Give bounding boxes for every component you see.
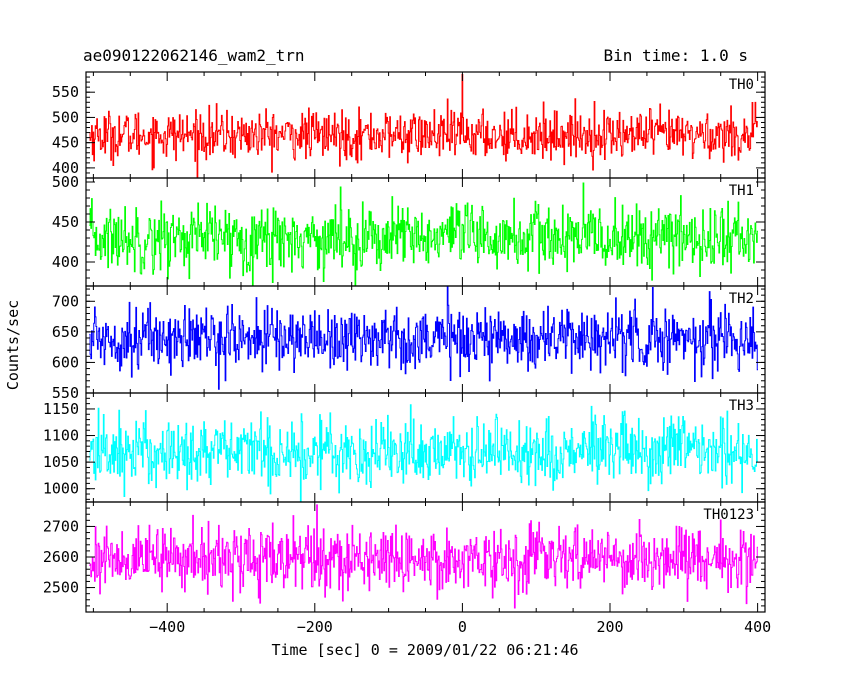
panel-label: TH2 [729, 291, 754, 307]
x-tick-label: 0 [458, 618, 467, 636]
panels-group: 400 450 500 550 TH0 400 450 500 TH1 550 600 650 700 T… [43, 71, 766, 613]
series-line-th0123 [89, 504, 758, 609]
series-line-th0 [89, 74, 758, 178]
y-tick-label: 1000 [43, 480, 79, 498]
plot-title-left: ae090122062146_wam2_trn [83, 46, 305, 65]
panel-label: TH0 [729, 77, 754, 93]
y-tick-label: 400 [52, 253, 79, 271]
panel-th1: 400 450 500 TH1 [52, 173, 766, 287]
series-line-th3 [89, 404, 758, 502]
x-axis-label: Time [sec] 0 = 2009/01/22 06:21:46 [271, 641, 578, 659]
y-tick-label: 500 [52, 108, 79, 126]
y-tick-label: 700 [52, 292, 79, 310]
panel-th3: 1000 1050 1100 1150 TH3 [43, 392, 766, 503]
y-tick-label: 2700 [43, 517, 79, 535]
panel-label: TH3 [729, 398, 754, 414]
y-tick-label: 600 [52, 353, 79, 371]
panel-th2: 550 600 650 700 TH2 [52, 285, 766, 402]
series-line-th2 [89, 286, 758, 390]
y-axis-label: Counts/sec [4, 300, 22, 390]
panel-th0: 400 450 500 550 TH0 [52, 71, 766, 179]
y-tick-label: 450 [52, 213, 79, 231]
y-tick-label: 650 [52, 323, 79, 341]
panel-label: TH1 [729, 183, 754, 199]
y-tick-label: 2600 [43, 548, 79, 566]
y-tick-label: 500 [52, 173, 79, 191]
panel-label: TH0123 [703, 507, 754, 523]
y-tick-label: 1150 [43, 400, 79, 418]
y-tick-label: 1100 [43, 427, 79, 445]
y-tick-label: 550 [52, 384, 79, 402]
panel-th0123: 2500 2600 2700 TH0123 [43, 501, 766, 613]
y-tick-label: 2500 [43, 579, 79, 597]
y-tick-label: 1050 [43, 453, 79, 471]
x-tick-label: −400 [149, 618, 185, 636]
series-line-th1 [89, 182, 758, 286]
x-tick-label: 200 [596, 618, 623, 636]
y-tick-label: 550 [52, 83, 79, 101]
x-axis: −400 −200 0 200 400 [149, 618, 771, 636]
y-tick-label: 400 [52, 159, 79, 177]
plot-title-right: Bin time: 1.0 s [604, 46, 749, 65]
y-tick-label: 450 [52, 134, 79, 152]
x-tick-label: 400 [744, 618, 771, 636]
x-tick-label: −200 [297, 618, 333, 636]
